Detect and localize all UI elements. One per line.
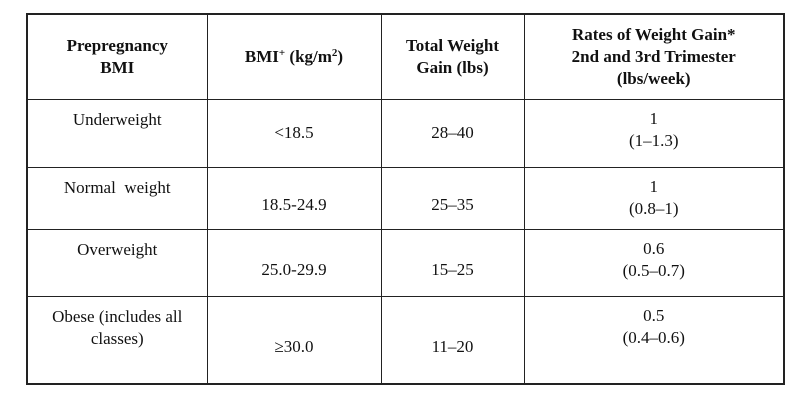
- header-unit-text: (kg/m: [285, 46, 332, 66]
- header-bmi-text: BMI: [244, 46, 279, 66]
- rate-range: (1–1.3): [628, 130, 679, 150]
- table-row: Obese (includes all classes) ≥30.0 11–20…: [26, 295, 785, 385]
- table-row: Overweight 25.0-29.9 15–25 0.6 (0.5–0.7): [26, 228, 785, 297]
- category-line: Overweight: [77, 239, 158, 259]
- bmi-cell: 25.0-29.9: [206, 228, 382, 297]
- header-rates-of-weight-gain: Rates of Weight Gain* 2nd and 3rd Trimes…: [523, 13, 785, 100]
- category-line: classes): [90, 328, 144, 348]
- total-gain-cell: 11–20: [380, 295, 525, 385]
- bmi-cell: ≥30.0: [206, 295, 382, 385]
- header-bmi-superscript: +: [278, 46, 286, 59]
- rate-range: (0.8–1): [628, 198, 679, 218]
- weight-gain-table: Prepregnancy BMI BMI+ (kg/m2) Total Weig…: [26, 13, 785, 385]
- header-line: (lbs/week): [616, 68, 691, 88]
- rate-value: 1: [649, 108, 659, 128]
- bmi-cell: 18.5-24.9: [206, 166, 382, 230]
- bmi-cell: <18.5: [206, 98, 382, 168]
- header-total-weight-gain: Total Weight Gain (lbs): [380, 13, 525, 100]
- header-line: Rates of Weight Gain*: [571, 24, 736, 44]
- rate-value: 0.6: [643, 238, 665, 258]
- table-row: Normal weight 18.5-24.9 25–35 1 (0.8–1): [26, 166, 785, 230]
- header-row: Prepregnancy BMI BMI+ (kg/m2) Total Weig…: [26, 13, 785, 100]
- rate-range: (0.5–0.7): [622, 260, 685, 280]
- header-bmi-units: BMI+ (kg/m2): [206, 13, 382, 100]
- total-gain-cell: 28–40: [380, 98, 525, 168]
- header-line: 2nd and 3rd Trimester: [571, 46, 736, 66]
- category-cell: Normal weight: [26, 166, 208, 230]
- header-line: Prepregnancy: [66, 35, 168, 55]
- rate-cell: 0.6 (0.5–0.7): [523, 228, 785, 297]
- category-line: Normal weight: [63, 177, 171, 197]
- category-cell: Obese (includes all classes): [26, 295, 208, 385]
- total-gain-cell: 25–35: [380, 166, 525, 230]
- rate-range: (0.4–0.6): [622, 327, 685, 347]
- total-gain-cell: 15–25: [380, 228, 525, 297]
- header-line: BMI: [100, 57, 135, 77]
- rate-value: 1: [649, 176, 659, 196]
- header-unit-close: ): [337, 46, 344, 66]
- rate-cell: 0.5 (0.4–0.6): [523, 295, 785, 385]
- rate-value: 0.5: [643, 305, 665, 325]
- category-cell: Underweight: [26, 98, 208, 168]
- header-unit-superscript: 2: [331, 46, 338, 59]
- header-line: Gain (lbs): [416, 57, 489, 77]
- category-line: Underweight: [72, 109, 162, 129]
- table-row: Underweight <18.5 28–40 1 (1–1.3): [26, 98, 785, 168]
- rate-cell: 1 (1–1.3): [523, 98, 785, 168]
- rate-cell: 1 (0.8–1): [523, 166, 785, 230]
- category-cell: Overweight: [26, 228, 208, 297]
- category-line: Obese (includes all: [52, 306, 183, 326]
- header-prepregnancy-bmi: Prepregnancy BMI: [26, 13, 208, 100]
- header-line: Total Weight: [405, 35, 500, 55]
